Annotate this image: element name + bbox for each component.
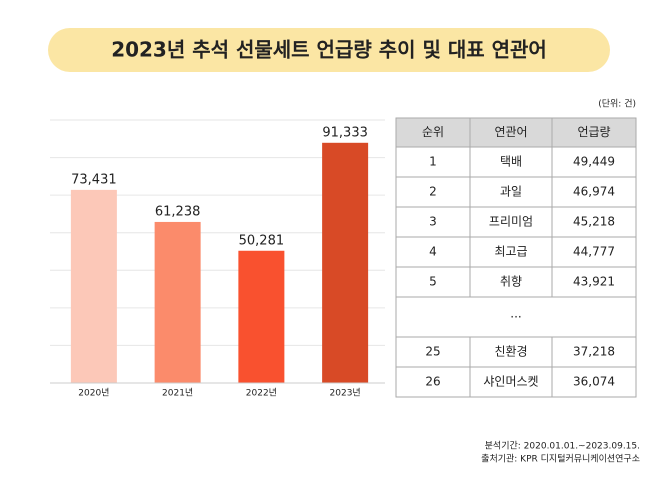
column-header: 순위	[422, 125, 444, 139]
table-row	[395, 206, 637, 238]
ellipsis-cell: ...	[510, 307, 521, 321]
table-cell: 취향	[500, 275, 522, 289]
title: 2023년 추석 선물세트 언급량 추이 및 대표 연관어	[111, 38, 547, 62]
table-header-bg	[395, 117, 637, 148]
table-cell: 2	[429, 185, 437, 199]
table-cell: 37,218	[573, 345, 615, 359]
x-tick-label: 2023년	[330, 388, 361, 399]
value-label: 91,333	[322, 125, 368, 140]
table-cell: 25	[425, 345, 440, 359]
value-label: 50,281	[239, 233, 285, 248]
unit-label: (단위: 건)	[598, 99, 636, 110]
table-cell: 3	[429, 215, 437, 229]
table-row	[395, 336, 637, 368]
title-pill	[48, 28, 610, 72]
table-row	[395, 366, 637, 398]
table-cell: 최고급	[494, 245, 527, 259]
table-row	[395, 146, 637, 178]
table-cell: 택배	[500, 155, 522, 169]
table-row	[395, 236, 637, 268]
x-tick-label: 2021년	[162, 388, 193, 399]
footer-note: 분석기간: 2020.01.01.~2023.09.15.	[485, 441, 640, 452]
footer-note: 출처기관: KPR 디지털커뮤니케이션연구소	[481, 453, 640, 465]
table-cell: 45,218	[573, 215, 615, 229]
column-header: 언급량	[577, 125, 610, 139]
bar	[154, 221, 201, 383]
bar	[238, 250, 285, 383]
table-cell: 26	[425, 375, 440, 389]
bar	[322, 142, 369, 383]
table-cell: 과일	[500, 185, 522, 199]
table-row	[395, 176, 637, 208]
bar	[70, 189, 117, 383]
x-tick-label: 2020년	[78, 388, 109, 399]
table-cell: 49,449	[573, 155, 615, 169]
value-label: 73,431	[71, 172, 117, 187]
table-row	[395, 266, 637, 298]
table-cell: 샤인머스켓	[483, 375, 538, 389]
table-cell: 1	[429, 155, 437, 169]
table-cell: 프리미엄	[489, 215, 533, 229]
table-cell: 44,777	[573, 245, 615, 259]
column-header: 연관어	[494, 125, 527, 139]
value-label: 61,238	[155, 204, 201, 219]
table-cell: 5	[429, 275, 437, 289]
table-cell: 친환경	[494, 345, 527, 359]
table-cell: 43,921	[573, 275, 615, 289]
table-cell: 46,974	[573, 185, 615, 199]
x-tick-label: 2022년	[246, 388, 277, 399]
table-row	[395, 296, 637, 338]
table-cell: 36,074	[573, 375, 615, 389]
table-cell: 4	[429, 245, 437, 259]
